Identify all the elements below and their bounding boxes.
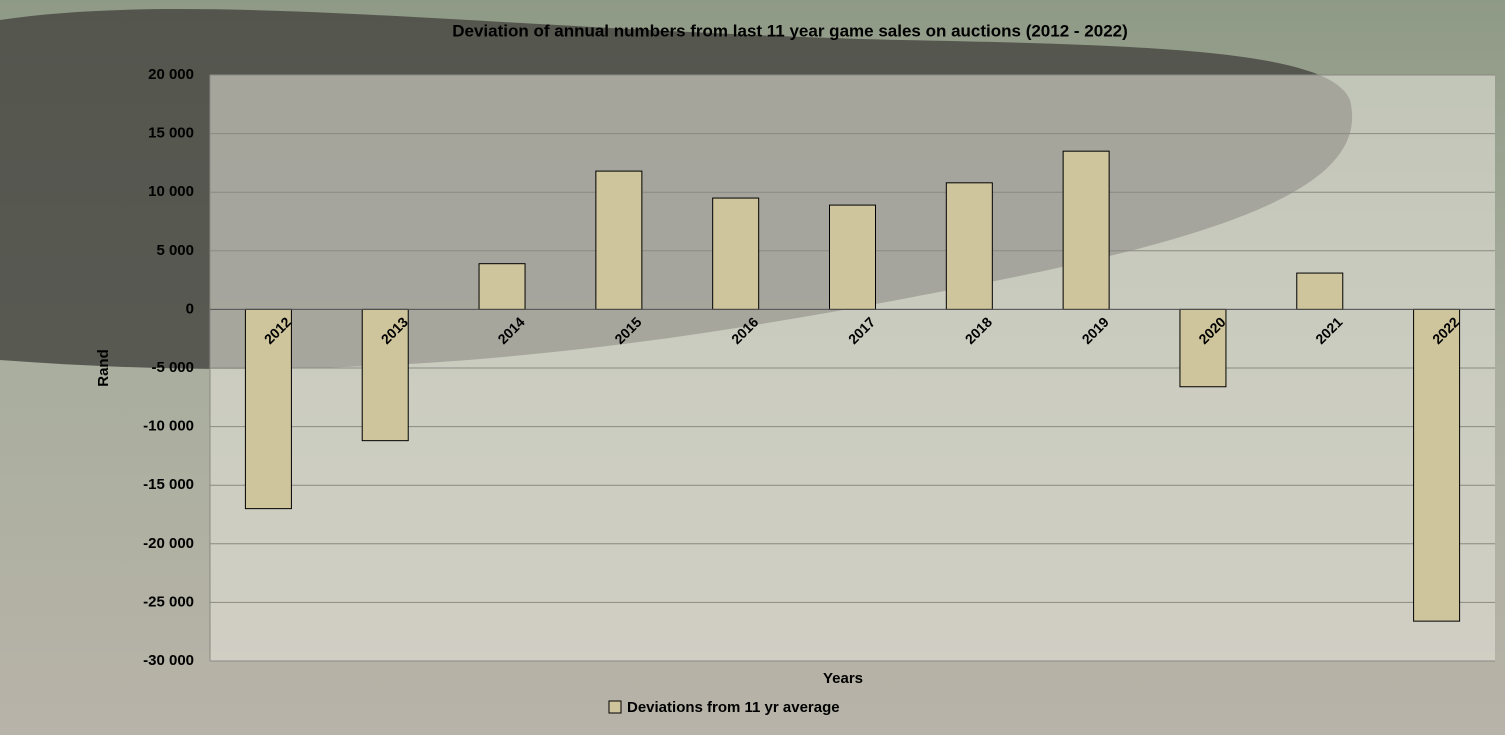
y-tick-label: -15 000 [143, 476, 194, 493]
y-tick-label: -5 000 [151, 359, 194, 376]
y-tick-label: -10 000 [143, 418, 194, 435]
legend-swatch [608, 700, 622, 714]
y-tick-label: 5 000 [156, 242, 194, 259]
bar [1413, 308, 1461, 622]
x-axis-title: Years [823, 670, 863, 687]
bar [1062, 150, 1110, 310]
y-tick-label: 0 [186, 300, 194, 317]
bar [1296, 272, 1344, 310]
bar [829, 204, 876, 310]
chart-title: Deviation of annual numbers from last 11… [452, 21, 1128, 40]
y-tick-label: 20 000 [148, 66, 194, 83]
bar [712, 197, 760, 310]
y-axis-title: Rand [95, 349, 112, 387]
bar [945, 182, 993, 310]
y-tick-label: 15 000 [148, 125, 194, 142]
y-tick-label: -30 000 [143, 652, 194, 669]
y-tick-label: -25 000 [143, 593, 194, 610]
bar [1179, 308, 1227, 388]
y-tick-label: 10 000 [148, 183, 194, 200]
y-tick-label: -20 000 [143, 535, 194, 552]
bar [595, 170, 643, 310]
legend-label: Deviations from 11 yr average [627, 699, 840, 716]
bar [478, 263, 526, 310]
bar [361, 308, 409, 442]
bar [244, 308, 292, 510]
